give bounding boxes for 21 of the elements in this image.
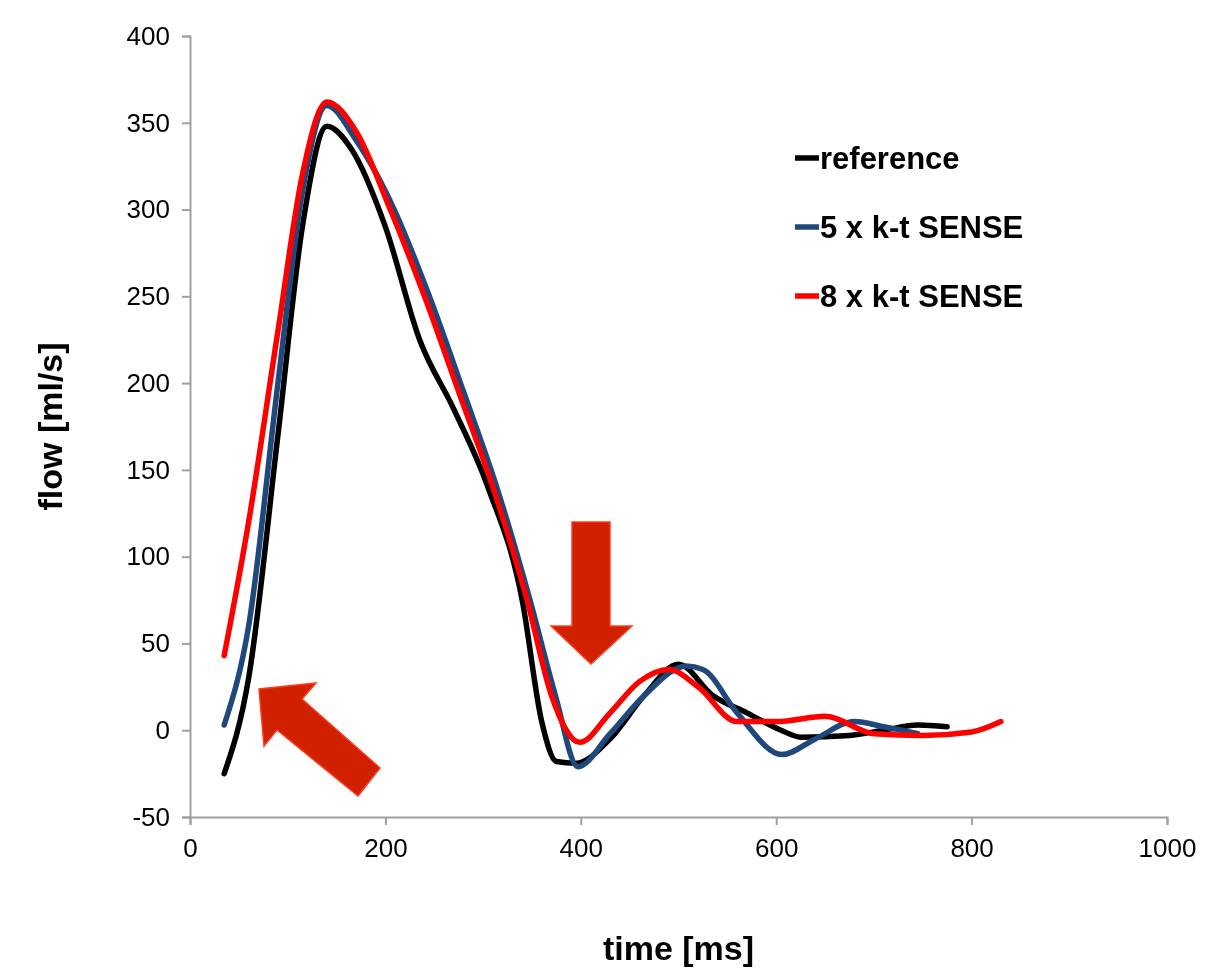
- y-tick-label: -50: [132, 801, 170, 832]
- x-tick-label: 600: [755, 833, 799, 864]
- y-tick-label: 300: [126, 194, 170, 225]
- x-tick-label: 200: [364, 833, 408, 864]
- y-tick-label: 200: [126, 367, 170, 398]
- x-axis-title: time [ms]: [602, 929, 755, 967]
- y-tick-label: 250: [126, 281, 170, 312]
- y-tick-label: 50: [141, 628, 170, 659]
- y-tick-label: 0: [155, 715, 170, 746]
- y-tick-label: 400: [126, 20, 170, 51]
- legend-label: 5 x k-t SENSE: [820, 210, 1024, 245]
- x-tick-label: 400: [559, 833, 603, 864]
- legend-label: 8 x k-t SENSE: [820, 279, 1024, 314]
- y-tick-label: 150: [126, 454, 170, 485]
- legend-label: reference: [820, 141, 960, 176]
- y-axis-title: flow [ml/s]: [31, 342, 69, 511]
- y-tick-label: 100: [126, 541, 170, 572]
- x-tick-label: 0: [183, 833, 198, 864]
- x-tick-label: 800: [950, 833, 994, 864]
- x-tick-label: 1000: [1138, 833, 1197, 864]
- y-tick-label: 350: [126, 107, 170, 138]
